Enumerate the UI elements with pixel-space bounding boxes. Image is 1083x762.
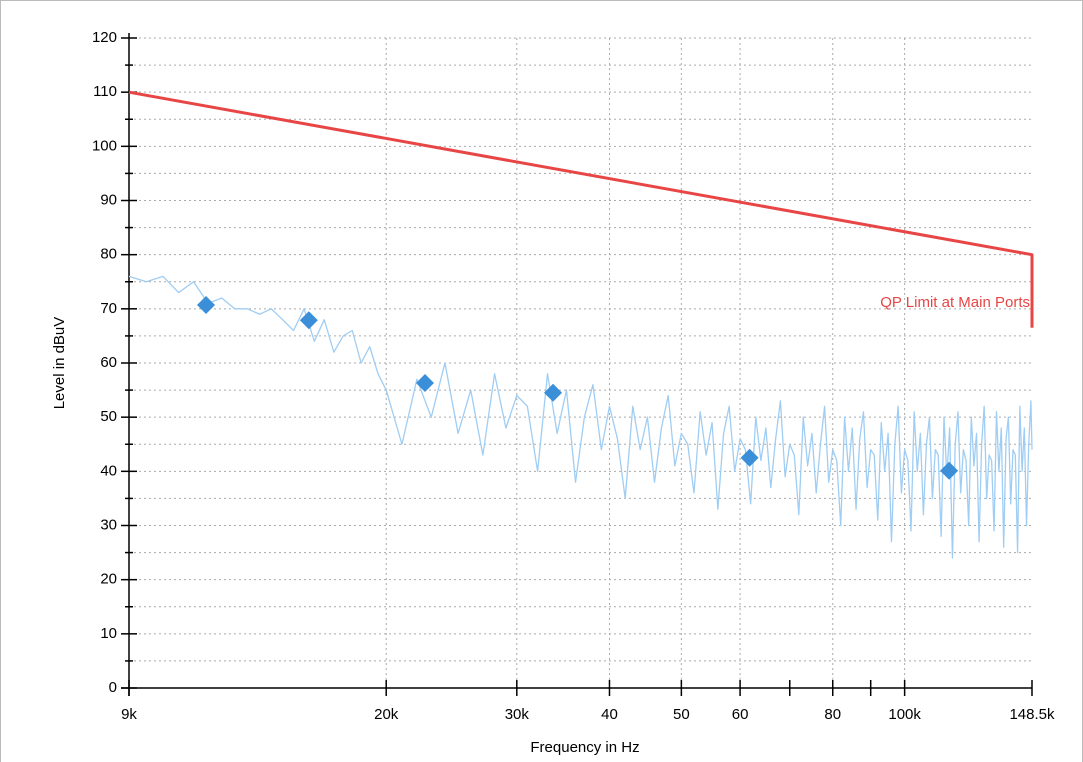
- y-tick-label: 90: [100, 191, 117, 208]
- y-tick-label: 100: [92, 137, 117, 154]
- y-tick-label: 60: [100, 354, 117, 371]
- x-tick-label: 30k: [505, 706, 530, 723]
- x-tick-label: 100k: [888, 706, 921, 723]
- data-point: [740, 448, 759, 467]
- y-tick-label: 80: [100, 246, 117, 263]
- series-line: [128, 275, 1033, 559]
- data-point: [544, 383, 563, 402]
- x-tick-label: 148.5k: [1009, 706, 1055, 723]
- y-tick-label: 50: [100, 408, 117, 425]
- y-tick-label: 0: [109, 679, 117, 696]
- x-tick-label: 40: [601, 706, 618, 723]
- y-tick-label: 70: [100, 300, 117, 317]
- x-tick-label: 20k: [374, 706, 399, 723]
- data-point: [416, 374, 435, 393]
- x-tick-label: 60: [732, 706, 749, 723]
- y-tick-label: 30: [100, 516, 117, 533]
- x-tick-label: 9k: [121, 706, 137, 723]
- series-line: [128, 90, 1034, 328]
- x-tick-label: 80: [824, 706, 841, 723]
- y-tick-label: 20: [100, 571, 117, 588]
- y-tick-label: 40: [100, 462, 117, 479]
- series-label: QP Limit at Main Ports: [880, 294, 1030, 311]
- data-point: [299, 311, 318, 330]
- y-tick-label: 110: [93, 83, 117, 100]
- y-axis-label: Level in dBuV: [51, 317, 68, 410]
- y-tick-label: 10: [100, 625, 117, 642]
- data-point: [940, 461, 959, 480]
- x-axis-label: Frequency in Hz: [530, 739, 639, 756]
- data-point: [196, 296, 215, 315]
- x-tick-label: 50: [673, 706, 690, 723]
- y-tick-label: 120: [92, 29, 117, 46]
